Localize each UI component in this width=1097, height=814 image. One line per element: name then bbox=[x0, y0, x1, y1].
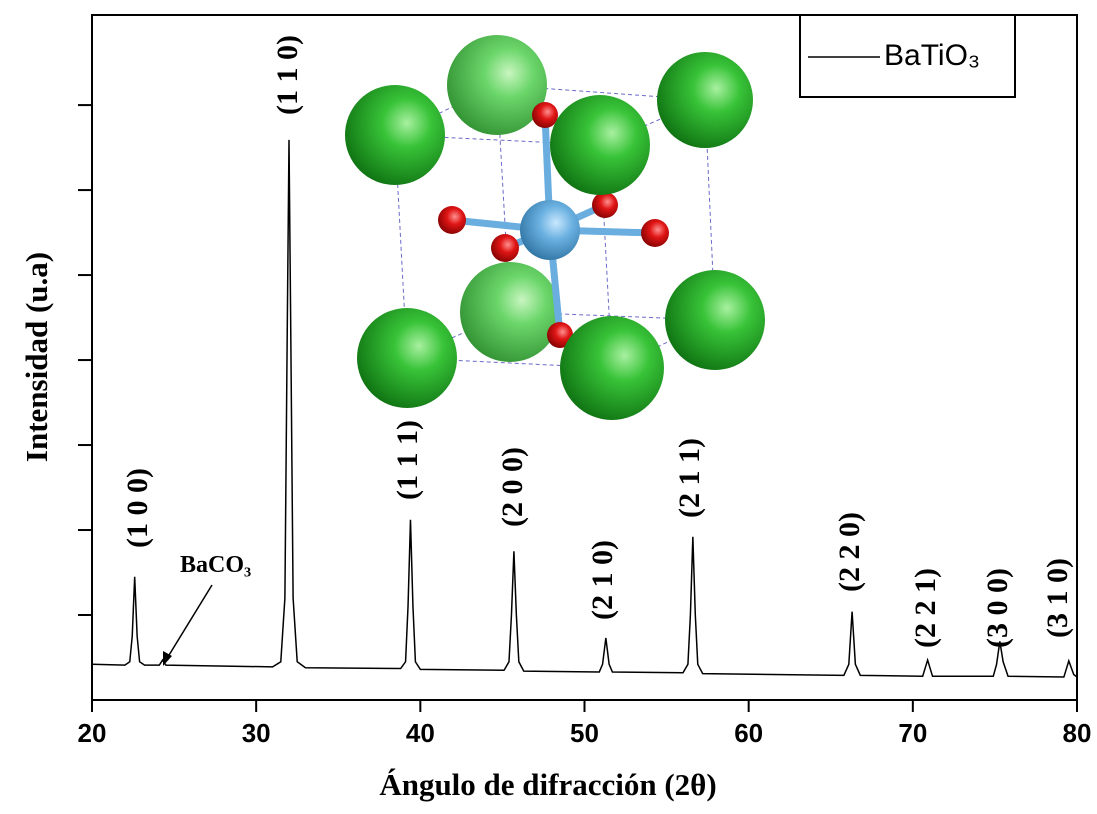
impurity-arrow bbox=[166, 585, 212, 660]
x-tick-label: 50 bbox=[570, 718, 599, 748]
page: {"chart_data": { "type": "line", "x_labe… bbox=[0, 0, 1097, 814]
x-axis-title: Ángulo de difracción (2θ) bbox=[379, 767, 716, 802]
peak-label: (1 1 1) bbox=[391, 420, 424, 500]
peak-label: (3 0 0) bbox=[981, 568, 1014, 648]
x-tick-label: 70 bbox=[898, 718, 927, 748]
impurity-label: BaCO₃ bbox=[180, 552, 251, 578]
x-tick-label: 80 bbox=[1063, 718, 1092, 748]
crystal-structure bbox=[345, 35, 765, 420]
chart: Ángulo de difracción (2θ) Intensidad (u.… bbox=[0, 0, 1097, 814]
peak-label: (1 0 0) bbox=[121, 468, 154, 548]
peak-label: (2 2 1) bbox=[909, 568, 942, 648]
peak-label: (1 1 0) bbox=[271, 35, 304, 115]
legend-label: BaTiO₃ bbox=[884, 39, 980, 72]
peak-label: (2 1 1) bbox=[673, 438, 706, 518]
x-tick-label: 40 bbox=[406, 718, 435, 748]
x-tick-label: 20 bbox=[78, 718, 107, 748]
x-tick-label: 60 bbox=[734, 718, 763, 748]
y-axis-title: Intensidad (u.a) bbox=[19, 252, 54, 462]
peak-label: (2 1 0) bbox=[586, 540, 619, 620]
x-tick-label: 30 bbox=[242, 718, 271, 748]
peak-label: (3 1 0) bbox=[1041, 558, 1074, 638]
peak-label: (2 2 0) bbox=[833, 512, 866, 592]
peak-label: (2 0 0) bbox=[496, 447, 529, 527]
